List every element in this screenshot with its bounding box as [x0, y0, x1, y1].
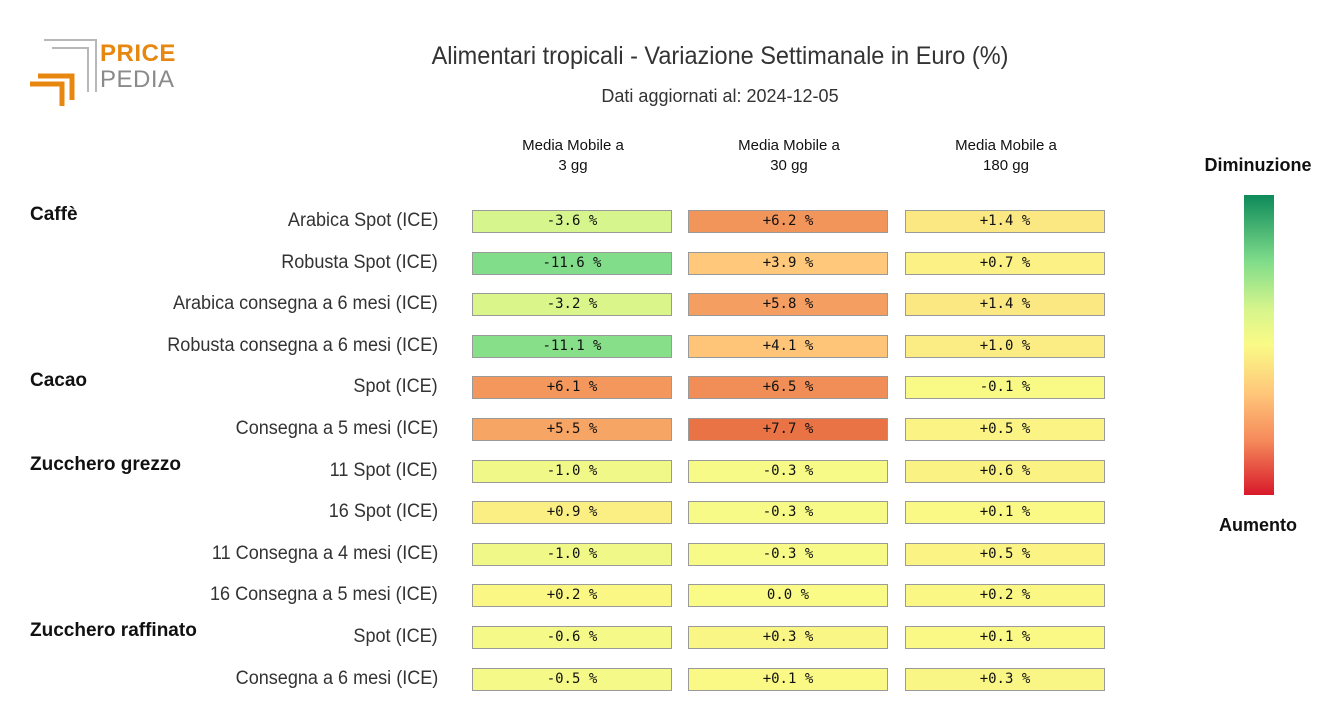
row-label: Consegna a 6 mesi (ICE)	[235, 668, 438, 689]
heatmap-cell: +4.1 %	[688, 335, 888, 358]
legend-label-diminuzione: Diminuzione	[1204, 155, 1312, 175]
heatmap-cell: +0.3 %	[688, 626, 888, 649]
heatmap-cell: +0.2 %	[472, 584, 672, 607]
row-label: Arabica consegna a 6 mesi (ICE)	[173, 293, 438, 314]
legend-label-aumento: Aumento	[1219, 515, 1297, 535]
heatmap-cell: -1.0 %	[472, 543, 672, 566]
heatmap-cell: +6.1 %	[472, 376, 672, 399]
heatmap-cell: -3.6 %	[472, 210, 672, 233]
chart-title: Alimentari tropicali - Variazione Settim…	[431, 42, 1009, 70]
group-label: Caffè	[30, 204, 78, 225]
row-label: Spot (ICE)	[353, 626, 438, 647]
heatmap-cell: +0.2 %	[905, 584, 1105, 607]
row-label: 11 Spot (ICE)	[329, 460, 438, 481]
heatmap-cell: -0.3 %	[688, 460, 888, 483]
row-label: Arabica Spot (ICE)	[287, 210, 438, 231]
column-header-3gg: Media Mobile a 3 gg	[522, 137, 624, 174]
heatmap-cell: +1.4 %	[905, 293, 1105, 316]
group-label: Zucchero grezzo	[30, 454, 181, 475]
column-header-30gg: Media Mobile a 30 gg	[738, 137, 840, 174]
heatmap-cell: -11.6 %	[472, 252, 672, 275]
legend-color-bar	[1244, 195, 1274, 495]
logo-text-price: PRICE	[100, 40, 176, 67]
logo-mark-icon	[30, 39, 97, 106]
heatmap-cell: -3.2 %	[472, 293, 672, 316]
heatmap-cell: -0.1 %	[905, 376, 1105, 399]
heatmap-cell: +1.4 %	[905, 210, 1105, 233]
heatmap-cell: -0.5 %	[472, 668, 672, 691]
heatmap-cell: -0.3 %	[688, 501, 888, 524]
heatmap-cell: +0.7 %	[905, 252, 1105, 275]
heatmap-cell: +0.5 %	[905, 418, 1105, 441]
heatmap-cell: +5.5 %	[472, 418, 672, 441]
heatmap-cell: +6.2 %	[688, 210, 888, 233]
logo-text-pedia: PEDIA	[100, 66, 175, 93]
heatmap-cell: +0.1 %	[688, 668, 888, 691]
heatmap-cell: +0.1 %	[905, 501, 1105, 524]
heatmap-cell: 0.0 %	[688, 584, 888, 607]
heatmap-cell: +0.3 %	[905, 668, 1105, 691]
row-label: Consegna a 5 mesi (ICE)	[235, 418, 438, 439]
heatmap-cell: +5.8 %	[688, 293, 888, 316]
chart-subtitle: Dati aggiornati al: 2024-12-05	[601, 86, 839, 106]
row-label: Robusta Spot (ICE)	[281, 252, 438, 273]
column-header-180gg: Media Mobile a 180 gg	[955, 137, 1057, 174]
heatmap-cell: +6.5 %	[688, 376, 888, 399]
row-label: Robusta consegna a 6 mesi (ICE)	[167, 335, 438, 356]
heatmap-cell: -1.0 %	[472, 460, 672, 483]
heatmap-cell: -0.3 %	[688, 543, 888, 566]
heatmap-cell: +0.9 %	[472, 501, 672, 524]
group-label: Cacao	[30, 370, 88, 391]
heatmap-cell: +0.1 %	[905, 626, 1105, 649]
heatmap-cell: -11.1 %	[472, 335, 672, 358]
heatmap-cell: +7.7 %	[688, 418, 888, 441]
heatmap-cell: -0.6 %	[472, 626, 672, 649]
pricepedia-logo: PRICE PEDIA	[28, 36, 188, 110]
row-label: 11 Consegna a 4 mesi (ICE)	[211, 543, 438, 564]
row-label: 16 Consegna a 5 mesi (ICE)	[210, 584, 438, 605]
row-label: Spot (ICE)	[353, 376, 438, 397]
heatmap-cell: +1.0 %	[905, 335, 1105, 358]
heatmap-cell: +0.5 %	[905, 543, 1105, 566]
row-label: 16 Spot (ICE)	[328, 501, 438, 522]
group-label: Zucchero raffinato	[30, 620, 197, 641]
heatmap-cell: +0.6 %	[905, 460, 1105, 483]
heatmap-cell: +3.9 %	[688, 252, 888, 275]
